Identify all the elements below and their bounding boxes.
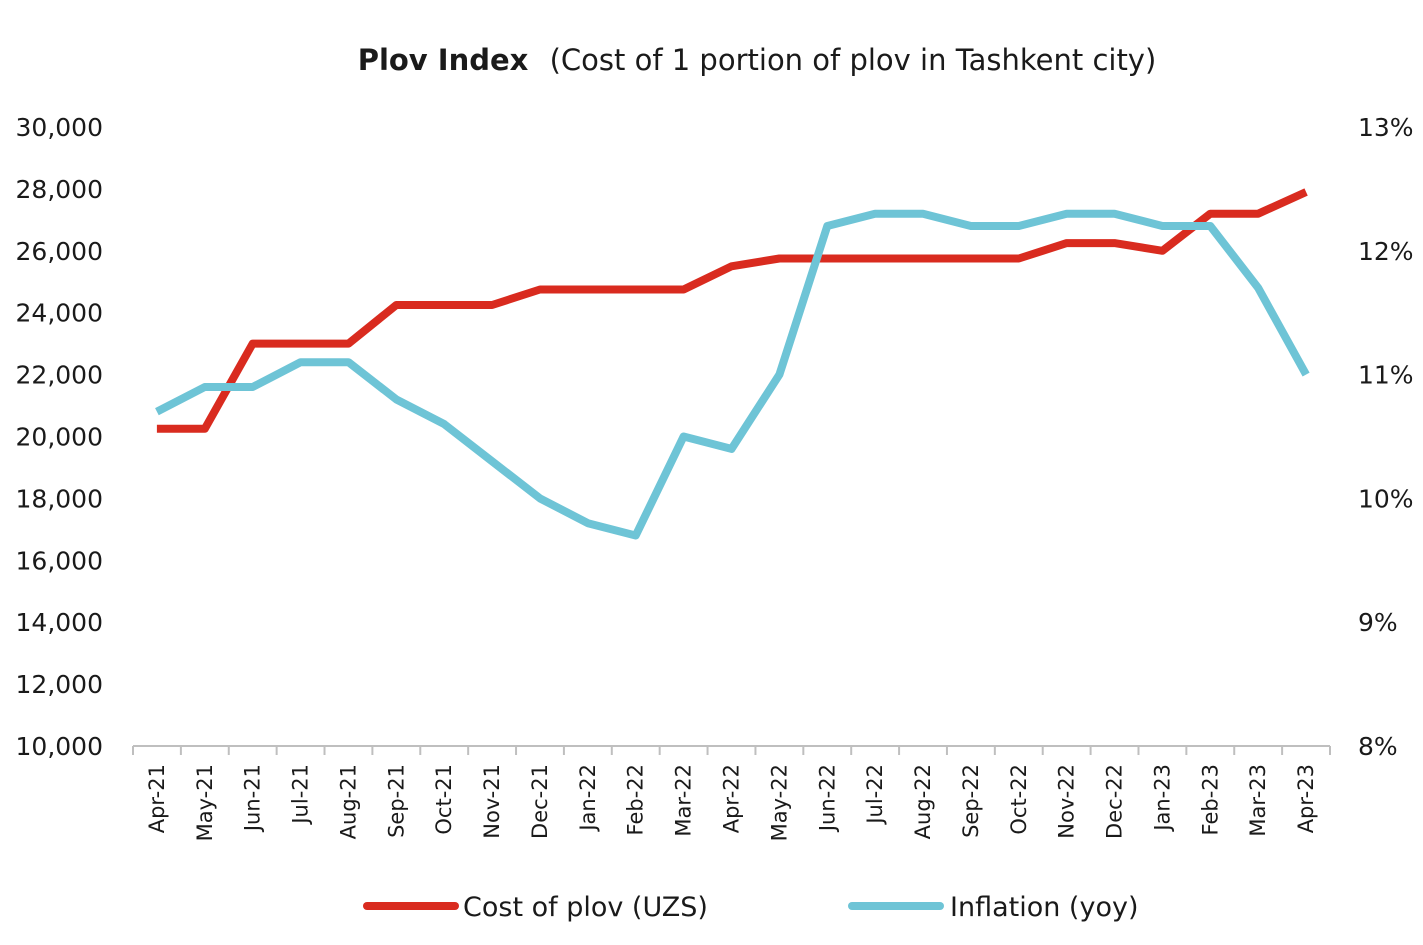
x-tick-label: Feb-22 [624,764,648,835]
left-tick-label: 12,000 [16,670,103,699]
x-axis: Apr-21 May-21 Jun-21 Jul-21 Aug-21 Sep-21 Oct-… [132,745,1331,841]
x-tick-label: Sep-22 [959,764,983,838]
x-tick-label: Feb-23 [1198,764,1222,835]
right-tick-label: 11% [1358,361,1414,390]
right-tick-label: 10% [1358,484,1414,513]
x-tick-label: Mar-23 [1246,764,1270,837]
x-tick-label: Jul-22 [863,764,887,826]
legend-label-inflation: Inflation (yoy) [950,892,1138,923]
x-tick-label: Oct-22 [1007,764,1031,835]
x-tick-label: Nov-21 [480,764,504,839]
left-tick-label: 18,000 [16,484,103,513]
left-tick-label: 28,000 [16,175,103,204]
x-tick-label: Jul-21 [289,764,313,826]
chart-title-rest: (Cost of 1 portion of plov in Tashkent c… [550,43,1157,77]
x-tick-label: Jan-23 [1150,764,1174,833]
right-axis: 8% 9% 10% 11% 12% 13% [1358,113,1414,761]
x-tick-label: Jan-22 [576,764,600,833]
left-tick-label: 14,000 [16,608,103,637]
x-tick-label: Apr-21 [145,764,169,833]
legend-label-cost: Cost of plov (UZS) [463,892,708,923]
x-tick-label: Apr-23 [1294,764,1318,833]
x-tick-label: Apr-22 [720,764,744,833]
left-tick-label: 24,000 [16,299,103,328]
left-tick-label: 16,000 [16,546,103,575]
x-tick-label: Mar-22 [672,764,696,837]
legend: Cost of plov (UZS) Inflation (yoy) [363,892,1138,923]
x-tick-label: May-21 [193,764,217,841]
x-tick-label: Dec-22 [1103,764,1127,839]
right-tick-label: 13% [1358,113,1414,142]
left-tick-label: 26,000 [16,237,103,266]
left-tick-label: 22,000 [16,361,103,390]
x-tick-label: Sep-21 [384,764,408,838]
right-tick-label: 9% [1358,608,1398,637]
right-tick-label: 8% [1358,732,1398,761]
left-tick-label: 20,000 [16,423,103,452]
x-tick-label: Nov-22 [1055,764,1079,839]
x-tick-label: Oct-21 [432,764,456,835]
right-tick-label: 12% [1358,237,1414,266]
series-layer [155,188,1310,540]
chart-title: Plov Index (Cost of 1 portion of plov in… [358,43,1157,77]
x-tick-label: Jun-22 [815,764,839,833]
chart-title-bold: Plov Index [358,43,529,77]
left-tick-label: 30,000 [16,113,103,142]
left-axis: 10,000 12,000 14,000 16,000 18,000 20,000 22,0… [16,113,103,761]
series-line-cost [156,188,1308,433]
left-tick-label: 10,000 [16,732,103,761]
x-tick-label: May-22 [767,764,791,841]
series-line-inflation [155,209,1310,540]
x-tick-label: Dec-21 [528,764,552,839]
x-tick-label: Aug-21 [336,764,360,839]
x-tick-label: Aug-22 [911,764,935,839]
x-tick-label: Jun-21 [241,764,265,833]
